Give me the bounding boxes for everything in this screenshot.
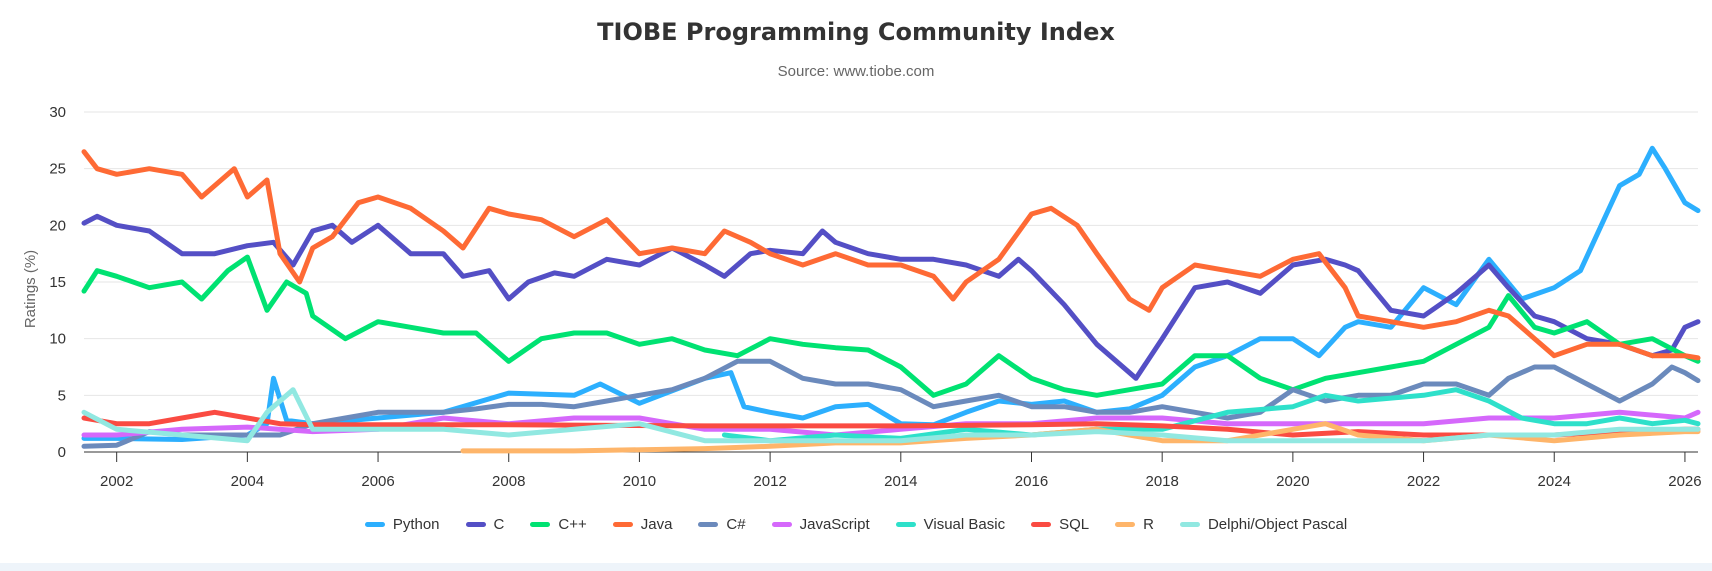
y-tick-label: 0 — [58, 444, 66, 461]
x-tick-label: 2014 — [884, 473, 917, 490]
y-tick-label: 15 — [49, 274, 66, 291]
legend-label: Python — [392, 516, 440, 533]
chart-title: TIOBE Programming Community Index — [597, 18, 1115, 46]
x-tick-label: 2010 — [623, 473, 656, 490]
legend-swatch — [771, 522, 792, 527]
legend-swatch — [465, 522, 486, 527]
chart-subtitle: Source: www.tiobe.com — [777, 63, 935, 80]
legend-swatch — [612, 522, 633, 527]
legend-item-java[interactable]: Java — [612, 516, 673, 533]
x-tick-label: 2012 — [753, 473, 786, 490]
series-line-java[interactable] — [81, 149, 1701, 361]
legend-item-delphi-object-pascal[interactable]: Delphi/Object Pascal — [1179, 516, 1348, 533]
series-line-c-[interactable] — [81, 254, 1701, 398]
series-line-r[interactable] — [460, 421, 1701, 454]
legend-item-visual-basic[interactable]: Visual Basic — [895, 516, 1006, 533]
y-axis-ticks: 0 5 10 15 20 25 30 — [49, 104, 66, 461]
legend: Python C C++ Java C# JavaScript Visual Basic SQ… — [0, 516, 1712, 533]
legend-label: Visual Basic — [923, 516, 1006, 533]
legend-swatch — [698, 522, 719, 527]
x-tick-label: 2026 — [1668, 473, 1701, 490]
x-tick-label: 2002 — [100, 473, 133, 490]
legend-item-c[interactable]: C — [465, 516, 505, 533]
legend-item-r[interactable]: R — [1115, 516, 1154, 533]
x-tick-label: 2016 — [1015, 473, 1048, 490]
legend-label: R — [1143, 516, 1154, 533]
legend-item-python[interactable]: Python — [364, 516, 440, 533]
legend-label: JavaScript — [799, 516, 870, 533]
y-tick-label: 25 — [49, 161, 66, 178]
legend-label: SQL — [1059, 516, 1090, 533]
x-tick-label: 2024 — [1538, 473, 1571, 490]
legend-swatch — [895, 522, 916, 527]
x-tick-label: 2006 — [361, 473, 394, 490]
legend-label: C — [493, 516, 505, 533]
x-axis: 2002 2004 2006 2008 2010 2012 2014 2016 2018 2020… — [84, 451, 1702, 490]
legend-label: Delphi/Object Pascal — [1207, 516, 1348, 533]
series-line-delphi-object-pascal[interactable] — [81, 387, 1701, 444]
y-tick-label: 5 — [58, 387, 66, 404]
y-tick-label: 10 — [49, 331, 66, 348]
series-line-c-[interactable] — [81, 358, 1701, 449]
legend-item-c-[interactable]: C++ — [530, 516, 587, 533]
y-tick-label: 20 — [49, 217, 66, 234]
series-line-visual-basic[interactable] — [721, 387, 1701, 444]
x-tick-label: 2004 — [231, 473, 264, 490]
legend-swatch — [1031, 522, 1052, 527]
series-lines — [81, 145, 1701, 454]
legend-item-sql[interactable]: SQL — [1031, 516, 1089, 533]
legend-item-javascript[interactable]: JavaScript — [771, 516, 870, 533]
x-tick-label: 2020 — [1276, 473, 1309, 490]
x-tick-label: 2022 — [1407, 473, 1440, 490]
legend-swatch — [530, 522, 551, 527]
x-tick-label: 2008 — [492, 473, 525, 490]
legend-swatch — [364, 522, 385, 527]
grid-lines — [84, 111, 1698, 396]
legend-label: C# — [726, 516, 746, 533]
legend-swatch — [1179, 522, 1200, 527]
y-tick-label: 30 — [49, 104, 66, 121]
legend-label: C++ — [558, 516, 587, 533]
legend-label: Java — [640, 516, 673, 533]
legend-swatch — [1115, 522, 1136, 527]
x-tick-label: 2018 — [1145, 473, 1178, 490]
y-axis-title: Ratings (%) — [22, 250, 39, 328]
legend-item-c-[interactable]: C# — [698, 516, 746, 533]
